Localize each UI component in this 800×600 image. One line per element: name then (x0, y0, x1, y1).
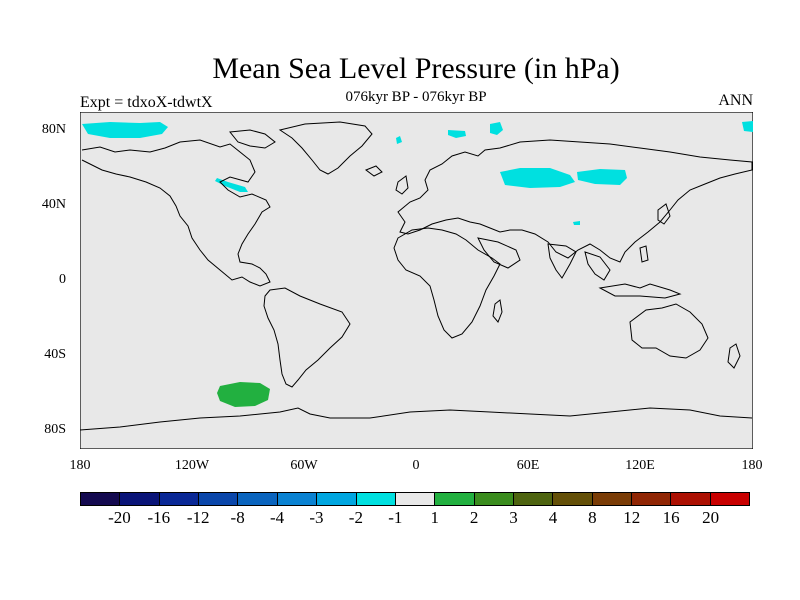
anomaly-central-asia-a (573, 221, 580, 225)
coast-australia (629, 303, 709, 359)
colorbar-segment (277, 493, 318, 505)
coast-antarctica (80, 407, 753, 431)
anomaly-siberia-west (500, 168, 575, 188)
colorbar-segment (238, 493, 278, 505)
colorbar-segment (356, 493, 396, 505)
map-title: Mean Sea Level Pressure (in hPa) (212, 52, 620, 85)
colorbar-label: -4 (269, 508, 285, 527)
anomaly-south-pacific (217, 382, 270, 407)
colorbar-segment (710, 493, 750, 505)
colorbar-segment (513, 493, 554, 505)
colorbar-label: 8 (588, 508, 597, 527)
anomaly-siberia-east (577, 169, 627, 185)
colorbar-segment (120, 493, 160, 505)
coast-madagascar (492, 299, 503, 323)
lon-tick-180e: 180 (741, 458, 763, 473)
season-label: ANN (718, 92, 753, 109)
anomaly-greenland-sea (448, 130, 466, 138)
colorbar-label: -20 (108, 508, 131, 527)
lon-tick-120e: 120E (625, 458, 655, 473)
lat-tick-40n: 40N (41, 197, 66, 212)
coast-new-zealand (727, 343, 741, 369)
anomaly-hudson-bay (215, 178, 248, 192)
coast-africa (393, 227, 501, 339)
world-map (80, 112, 753, 449)
coast-arabia (477, 237, 521, 269)
coast-indonesia (598, 283, 682, 299)
colorbar-label: 2 (469, 508, 479, 527)
lon-tick-180w: 180 (69, 458, 91, 473)
lon-tick-0: 0 (412, 458, 420, 473)
lon-tick-120w: 120W (174, 458, 210, 473)
colorbar-segment (592, 493, 633, 505)
colorbar-label: -1 (388, 508, 403, 527)
colorbar-segment (199, 493, 239, 505)
anomaly-bering (742, 121, 753, 132)
colorbar-label: 12 (623, 508, 641, 527)
lat-tick-0: 0 (59, 272, 66, 287)
coastlines (80, 121, 753, 431)
lat-tick-80s: 80S (44, 422, 66, 437)
coast-europe-asia (397, 139, 753, 263)
colorbar-segment (553, 493, 593, 505)
colorbar-label: -3 (309, 508, 324, 527)
colorbar-segment (435, 493, 475, 505)
colorbar-label: 3 (509, 508, 518, 527)
colorbar-segment (474, 493, 514, 505)
coast-north-america (81, 139, 271, 287)
lon-tick-60e: 60E (516, 458, 540, 473)
colorbar-segment (395, 493, 436, 505)
anomaly-arctic-canada (82, 122, 168, 138)
anomaly-central-asia-b (396, 136, 402, 144)
coast-south-america (263, 287, 351, 388)
colorbar-label: 4 (548, 508, 558, 527)
colorbar-segment (632, 493, 672, 505)
lon-tick-60w: 60W (290, 458, 318, 473)
anomaly-barents-sea (490, 122, 503, 135)
colorbar-label: 16 (662, 508, 680, 527)
coast-india (547, 243, 577, 279)
colorbar-label: -2 (348, 508, 363, 527)
colorbar-label: 1 (430, 508, 439, 527)
colorbar-segment (317, 493, 357, 505)
colorbar-label: -12 (186, 508, 210, 527)
colorbar-label: -16 (147, 508, 171, 527)
coast-se-asia (584, 251, 611, 281)
coast-arctic-islands (229, 129, 276, 149)
experiment-label: Expt = tdxoX-tdwtX (80, 94, 213, 111)
lat-tick-80n: 80N (41, 122, 66, 137)
colorbar (80, 492, 750, 506)
coast-iceland (364, 165, 383, 177)
coast-greenland (278, 121, 373, 175)
colorbar-segment (81, 493, 121, 505)
colorbar-label: 20 (702, 508, 720, 527)
coast-japan (657, 203, 671, 225)
colorbar-segment (159, 493, 200, 505)
map-background (80, 112, 753, 449)
lat-tick-40s: 40S (44, 347, 66, 362)
coast-uk (395, 175, 409, 195)
coast-philippines (639, 245, 649, 263)
colorbar-label: -8 (230, 508, 245, 527)
anomaly-patches (82, 121, 753, 407)
map-subtitle: 076kyr BP - 076kyr BP (345, 89, 487, 105)
colorbar-segment (671, 493, 711, 505)
